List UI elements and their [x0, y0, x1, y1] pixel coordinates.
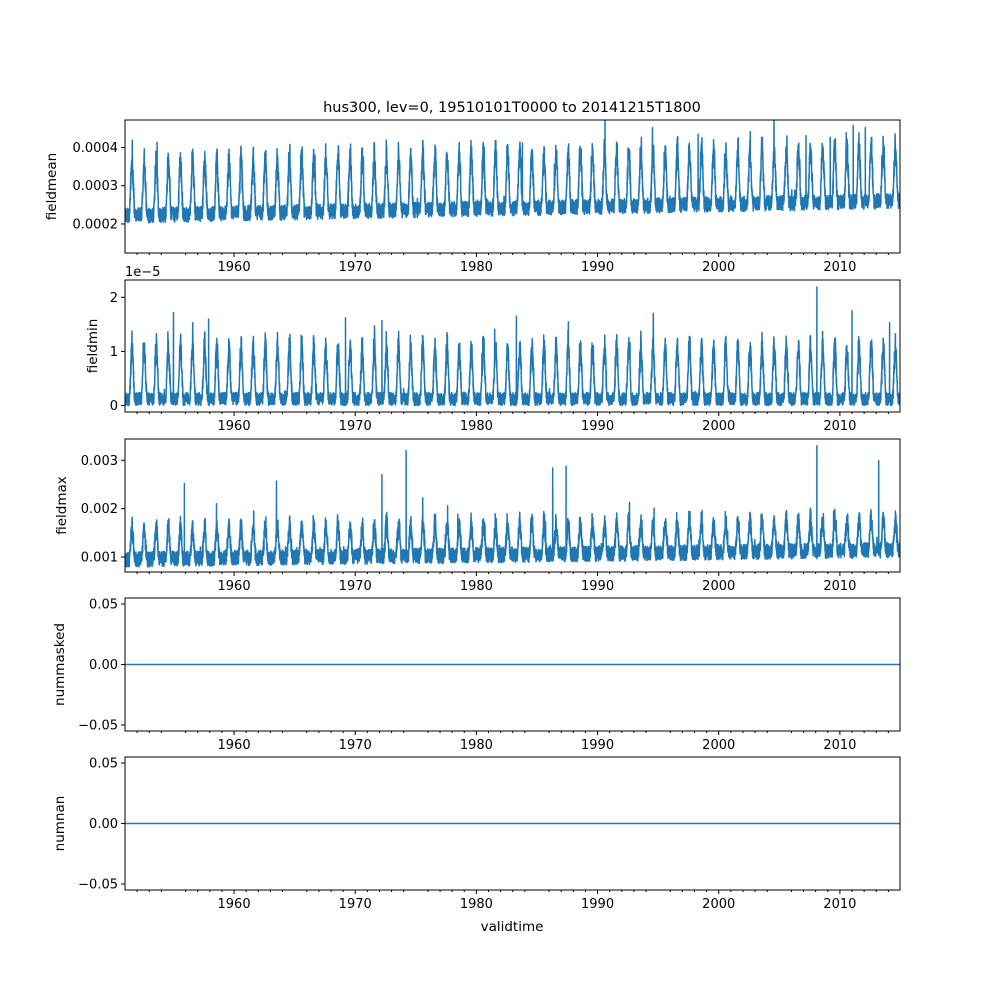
x-tick-label: 1970 — [339, 897, 372, 912]
y-tick-label: −0.05 — [78, 877, 118, 892]
x-tick-label: 1980 — [460, 897, 493, 912]
x-tick-label: 2010 — [823, 897, 856, 912]
subplot-stack: 1960 1970 1980 1990 2000 20100.00020.00030.00… — [44, 119, 901, 912]
x-tick-label: 1970 — [339, 260, 372, 275]
x-tick-label: 2000 — [702, 579, 735, 594]
x-tick-label: 1970 — [339, 579, 372, 594]
x-tick-label: 1990 — [581, 738, 614, 753]
x-tick-label: 1980 — [460, 260, 493, 275]
x-tick-label: 1960 — [218, 738, 251, 753]
y-tick-label: 0.0003 — [73, 179, 119, 194]
x-tick-label: 2000 — [702, 419, 735, 434]
y-tick-label: 0.001 — [81, 551, 118, 566]
x-tick-label: 2000 — [702, 260, 735, 275]
fieldmin-offset-text: 1e−5 — [125, 265, 160, 280]
subplot-fieldmax: 1960 1970 1980 1990 2000 2010 0.001 0.002 0.003 f… — [54, 438, 901, 594]
y-tick-label: 0.05 — [89, 598, 118, 613]
y-tick-label: −0.05 — [78, 718, 118, 733]
numnan-y-axis-label: numnan — [52, 796, 68, 852]
x-tick-label: 1990 — [581, 579, 614, 594]
x-tick-label: 2010 — [823, 260, 856, 275]
subplot-fieldmean: 1960 1970 1980 1990 2000 2010 0.0002 0.0003 0.00… — [44, 119, 901, 275]
y-tick-label: 1 — [110, 345, 118, 360]
x-tick-label: 2010 — [823, 419, 856, 434]
y-tick-label: 0.002 — [81, 502, 118, 517]
x-tick-label: 1980 — [460, 738, 493, 753]
x-tick-label: 1980 — [460, 579, 493, 594]
x-tick-label: 1970 — [339, 738, 372, 753]
x-tick-label: 1990 — [581, 260, 614, 275]
fieldmean-y-axis-label: fieldmean — [44, 153, 60, 220]
y-tick-label: 0.00 — [89, 817, 118, 832]
x-tick-label: 2010 — [823, 738, 856, 753]
y-tick-label: 0.00 — [89, 658, 118, 673]
subplot-fieldmin: 1960 1970 1980 1990 2000 2010 0 1 2 fieldmin 1e−5 — [85, 265, 901, 434]
x-tick-label: 2000 — [702, 738, 735, 753]
subplot-nummasked: 1960 1970 1980 1990 2000 2010 −0.05 0.00 0.05 num… — [52, 597, 901, 753]
y-tick-label: 0 — [110, 399, 118, 414]
x-tick-label: 2000 — [702, 897, 735, 912]
fieldmin-y-axis-label: fieldmin — [85, 319, 101, 374]
x-tick-label: 2010 — [823, 579, 856, 594]
fieldmin-series-line — [125, 286, 900, 407]
y-tick-label: 0.05 — [89, 757, 118, 772]
y-tick-label: 2 — [110, 291, 118, 306]
fieldmax-y-axis-label: fieldmax — [54, 476, 70, 535]
fieldmean-series-line — [125, 120, 900, 224]
y-tick-label: 0.0004 — [73, 141, 119, 156]
subplot-numnan: 1960 1970 1980 1990 2000 2010 −0.05 0.00 0.05 num… — [52, 756, 901, 912]
x-tick-label: 1970 — [339, 419, 372, 434]
fieldmax-series-line — [125, 445, 900, 568]
x-tick-label: 1960 — [218, 419, 251, 434]
x-tick-label: 1960 — [218, 897, 251, 912]
x-tick-label: 1960 — [218, 260, 251, 275]
x-tick-label: 1960 — [218, 579, 251, 594]
x-tick-label: 1980 — [460, 419, 493, 434]
x-tick-label: 1990 — [581, 897, 614, 912]
y-tick-label: 0.0002 — [73, 217, 119, 232]
x-tick-label: 1990 — [581, 419, 614, 434]
y-tick-label: 0.003 — [81, 454, 118, 469]
nummasked-y-axis-label: nummasked — [52, 623, 68, 706]
chart-title: hus300, lev=0, 19510101T0000 to 20141215… — [323, 100, 701, 116]
x-axis-label: validtime — [481, 919, 544, 935]
